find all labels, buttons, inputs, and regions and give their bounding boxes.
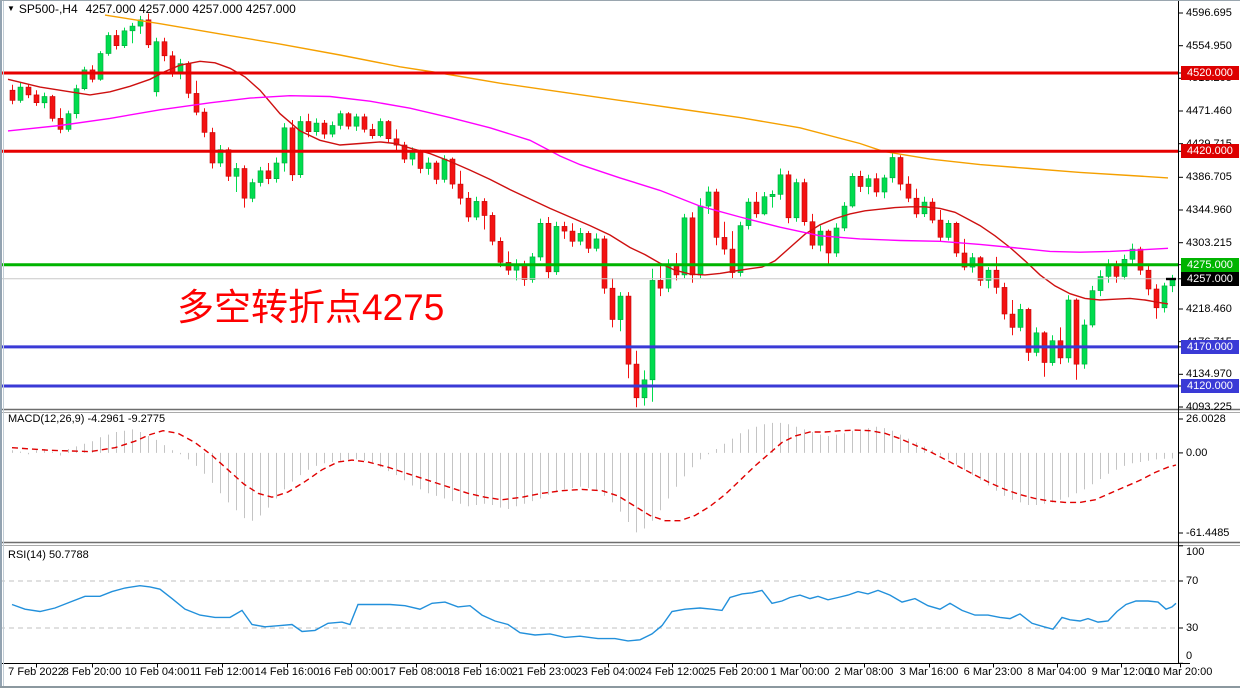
price-badge-4170.000: 4170.000 bbox=[1181, 339, 1239, 354]
price-axis-tick-4218.460: 4218.460 bbox=[1186, 302, 1232, 315]
ma-fast-darkred[interactable] bbox=[7, 60, 1169, 305]
time-axis-label[interactable]: 23 Feb 04:00 bbox=[575, 666, 641, 678]
time-axis-label[interactable]: 3 Mar 16:00 bbox=[899, 666, 959, 678]
time-axis-label[interactable]: 25 Feb 20:00 bbox=[703, 666, 769, 678]
time-axis-label[interactable]: 21 Feb 23:00 bbox=[511, 666, 577, 678]
macd-signal-line bbox=[11, 429, 1177, 522]
time-axis-label[interactable]: 10 Feb 04:00 bbox=[124, 666, 190, 678]
price-badge-4420.000: 4420.000 bbox=[1181, 144, 1239, 159]
time-axis-label[interactable]: 14 Feb 16:00 bbox=[254, 666, 320, 678]
window-border-left bbox=[0, 0, 2, 688]
price-axis-tick-4471.460: 4471.460 bbox=[1186, 105, 1232, 117]
window-border-bottom bbox=[0, 686, 1240, 688]
symbol-period-label: SP500-,H4 bbox=[18, 2, 78, 16]
time-axis-label[interactable]: 7 Feb 2022 bbox=[8, 666, 64, 678]
time-axis-label[interactable]: 8 Mar 04:00 bbox=[1027, 666, 1087, 678]
time-axis-label[interactable]: 9 Mar 12:00 bbox=[1091, 666, 1151, 678]
annotation-text[interactable]: 多空转折点4275 bbox=[177, 287, 445, 328]
current-price-marker bbox=[1166, 277, 1176, 281]
symbol-dropdown-icon[interactable]: ▼ bbox=[7, 4, 15, 13]
time-axis-label[interactable]: 6 Mar 23:00 bbox=[963, 666, 1023, 678]
macd-indicator-label: MACD(12,26,9) -4.2961 -9.2775 bbox=[8, 413, 166, 425]
window-border-top bbox=[0, 0, 1240, 1]
price-badge-4120.000: 4120.000 bbox=[1181, 379, 1239, 394]
rsi-axis-tick-100: 100 bbox=[1186, 545, 1205, 558]
price-axis-tick-4596.695: 4596.695 bbox=[1186, 7, 1232, 19]
time-axis-label[interactable]: 1 Mar 00:00 bbox=[770, 666, 830, 678]
chart-title: ▼ SP500-,H4 4257.000 4257.000 4257.000 425… bbox=[7, 2, 296, 16]
price-axis-tick-4344.960: 4344.960 bbox=[1186, 204, 1232, 216]
time-axis-label[interactable]: 10 Mar 20:00 bbox=[1147, 666, 1213, 678]
candles[interactable] bbox=[9, 13, 1176, 408]
time-axis-label[interactable]: 2 Mar 08:00 bbox=[834, 666, 894, 678]
price-axis-tick-4093.225: 4093.225 bbox=[1186, 401, 1232, 413]
time-axis-label[interactable]: 8 Feb 20:00 bbox=[62, 666, 122, 678]
price-axis-tick-4386.705: 4386.705 bbox=[1186, 171, 1232, 184]
macd-histogram bbox=[12, 422, 1173, 533]
price-badge-4520.000: 4520.000 bbox=[1181, 66, 1239, 81]
time-axis-label[interactable]: 11 Feb 12:00 bbox=[189, 666, 255, 678]
time-axis-label[interactable]: 18 Feb 16:00 bbox=[447, 666, 513, 678]
time-axis-label[interactable]: 24 Feb 12:00 bbox=[639, 666, 705, 678]
ma-slow-orange[interactable] bbox=[104, 14, 1169, 179]
rsi-axis-tick-0: 0 bbox=[1186, 650, 1193, 663]
time-axis-label[interactable]: 17 Feb 08:00 bbox=[383, 666, 449, 678]
rsi-axis-tick-70: 70 bbox=[1186, 575, 1199, 587]
price-badge-4257.000: 4257.000 bbox=[1181, 271, 1239, 286]
rsi-line bbox=[11, 584, 1177, 642]
window-border-left-inner bbox=[3, 0, 4, 688]
price-axis-tick-4303.215: 4303.215 bbox=[1186, 236, 1232, 249]
time-axis-label[interactable]: 16 Feb 00:00 bbox=[318, 666, 384, 678]
macd-axis-tick-26.0028: 26.0028 bbox=[1186, 413, 1226, 425]
macd-axis-tick-0.00: 0.00 bbox=[1186, 446, 1208, 459]
macd-axis-tick--61.4485: -61.4485 bbox=[1186, 527, 1230, 539]
ohlc-quotes: 4257.000 4257.000 4257.000 4257.000 bbox=[85, 2, 296, 16]
rsi-axis-tick-30: 30 bbox=[1186, 622, 1199, 634]
price-badge-4275.000: 4275.000 bbox=[1181, 257, 1239, 272]
ma-mid-magenta[interactable] bbox=[7, 94, 1169, 253]
price-axis-tick-4554.950: 4554.950 bbox=[1186, 39, 1232, 52]
rsi-indicator-label: RSI(14) 50.7788 bbox=[8, 549, 89, 561]
price-axis-tick-4134.970: 4134.970 bbox=[1186, 368, 1232, 381]
